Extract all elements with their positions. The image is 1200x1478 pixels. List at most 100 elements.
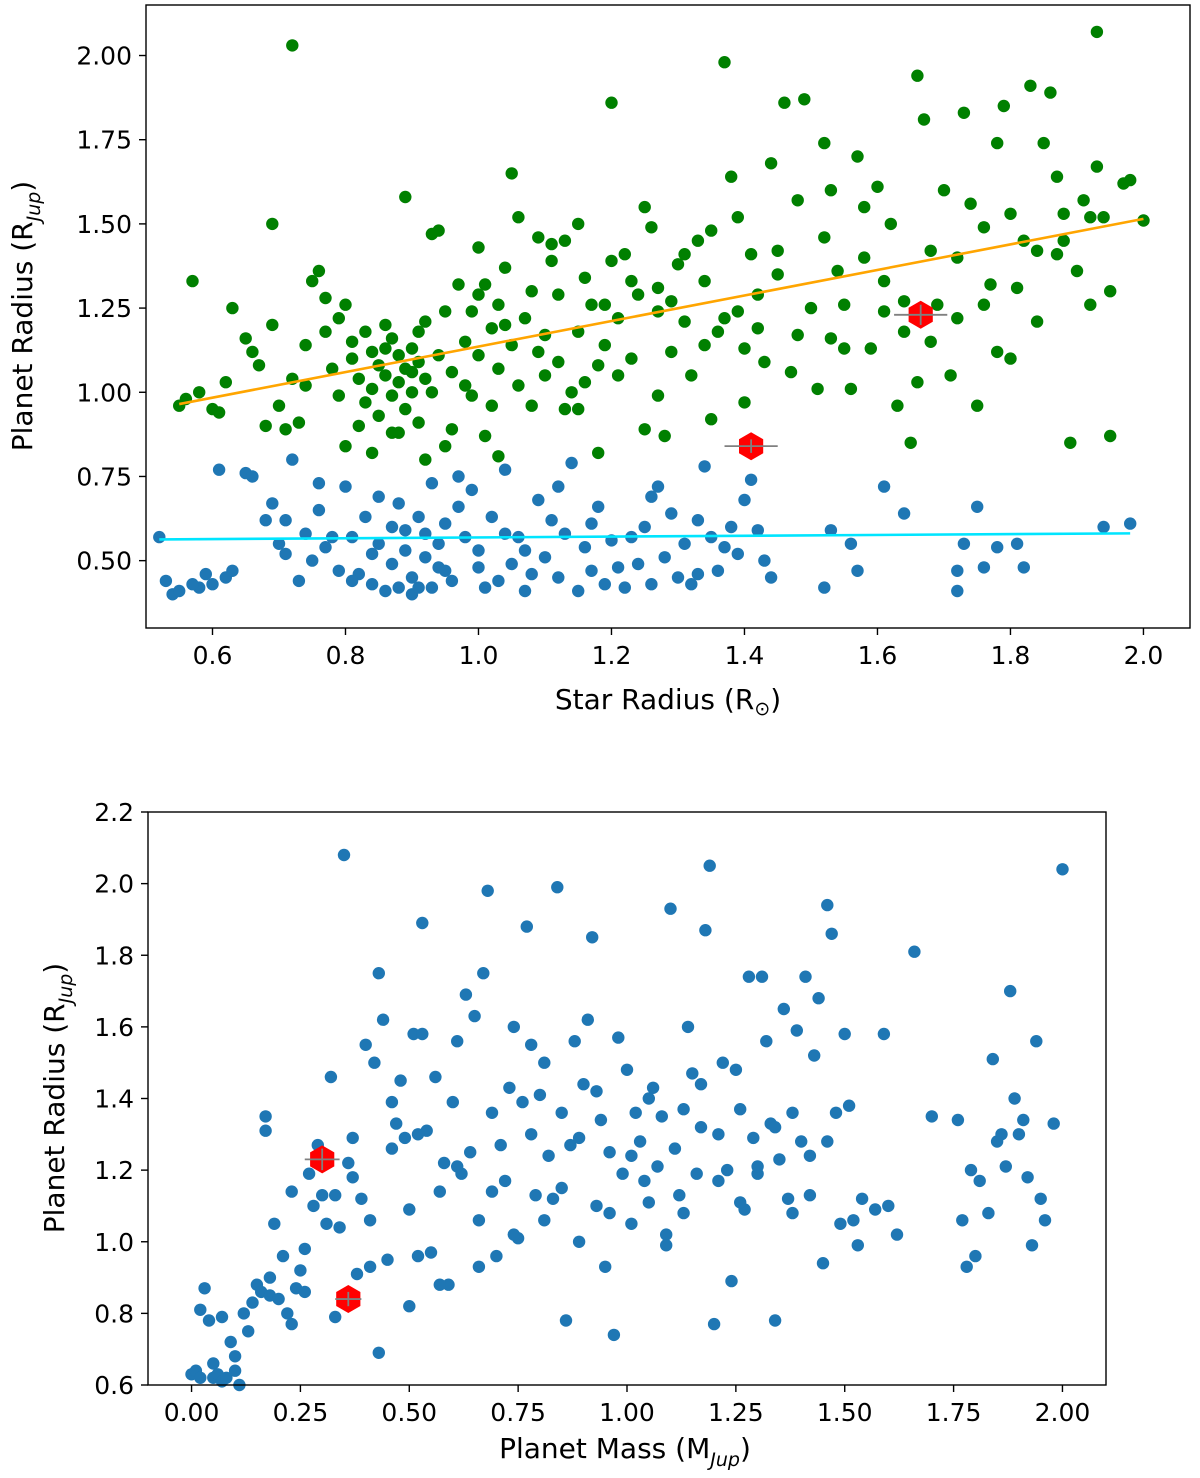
- x-tick-label: 1.25: [708, 1398, 764, 1427]
- data-point: [781, 1192, 795, 1206]
- data-point: [784, 365, 798, 379]
- data-point: [931, 298, 944, 311]
- data-point: [316, 1189, 329, 1202]
- data-point: [944, 369, 957, 382]
- data-point: [532, 345, 545, 359]
- data-point: [764, 571, 778, 584]
- data-point: [1030, 315, 1044, 328]
- data-point: [477, 967, 490, 980]
- data-point: [847, 1214, 860, 1227]
- chart2-data-layer: [185, 848, 1069, 1392]
- y-tick-label: 2.2: [94, 798, 134, 827]
- data-point: [372, 409, 385, 422]
- data-point: [478, 429, 492, 443]
- data-point: [572, 1235, 586, 1249]
- data-point: [937, 184, 951, 197]
- data-point: [877, 274, 891, 288]
- data-point: [1056, 863, 1069, 876]
- data-point: [698, 460, 711, 473]
- data-point: [399, 544, 412, 557]
- data-point: [812, 992, 825, 1005]
- data-point: [533, 1088, 547, 1102]
- data-point: [219, 376, 232, 389]
- data-point: [568, 1035, 581, 1048]
- data-point: [951, 564, 964, 577]
- data-point: [572, 402, 585, 416]
- data-point: [658, 429, 671, 443]
- data-point: [302, 1167, 316, 1180]
- data-point: [1008, 1092, 1021, 1105]
- data-point: [718, 312, 731, 325]
- data-point: [585, 517, 598, 530]
- data-point: [226, 301, 239, 315]
- data-point: [1012, 1128, 1026, 1141]
- data-point: [705, 224, 718, 237]
- data-point: [558, 402, 572, 416]
- data-point: [818, 231, 831, 244]
- data-point: [925, 1110, 938, 1123]
- data-point: [734, 1103, 747, 1116]
- data-point: [758, 355, 771, 369]
- data-point: [877, 1027, 891, 1041]
- data-point: [638, 1174, 651, 1188]
- data-point: [590, 1199, 603, 1213]
- data-point: [603, 1206, 616, 1220]
- data-point: [412, 325, 425, 338]
- data-point: [834, 1217, 847, 1231]
- data-point: [518, 584, 532, 598]
- data-point: [618, 248, 631, 261]
- data-point: [279, 547, 292, 561]
- data-point: [803, 1189, 817, 1202]
- data-point: [957, 106, 971, 120]
- data-point: [578, 376, 592, 389]
- data-point: [665, 345, 678, 359]
- data-point: [520, 920, 533, 933]
- data-point: [478, 581, 492, 594]
- data-point: [969, 1249, 982, 1263]
- data-point: [731, 305, 744, 318]
- data-point: [698, 274, 711, 288]
- data-point: [751, 524, 764, 537]
- data-point: [645, 490, 658, 503]
- data-point: [638, 520, 651, 534]
- data-point: [572, 584, 585, 598]
- x-tick-label: 1.4: [725, 641, 765, 670]
- data-point: [242, 1325, 255, 1338]
- data-point: [890, 1228, 904, 1241]
- data-point: [1004, 207, 1017, 220]
- data-point: [306, 554, 319, 567]
- data-point: [198, 1282, 211, 1295]
- data-point: [237, 1307, 250, 1320]
- data-point: [432, 537, 445, 550]
- data-point: [220, 1371, 233, 1385]
- data-point: [312, 264, 326, 278]
- data-point: [472, 544, 485, 557]
- data-point: [492, 362, 505, 375]
- data-point: [598, 298, 611, 311]
- data-point: [224, 1335, 237, 1349]
- data-point: [419, 551, 432, 564]
- data-point: [991, 136, 1004, 150]
- data-point: [977, 561, 991, 574]
- data-point: [778, 96, 791, 109]
- data-point: [379, 369, 392, 382]
- x-tick-label: 1.2: [592, 641, 632, 670]
- data-point: [642, 1196, 655, 1209]
- x-tick-label: 0.00: [164, 1398, 220, 1427]
- data-point: [505, 167, 518, 180]
- data-point: [276, 1249, 290, 1263]
- data-point: [525, 567, 538, 581]
- data-point: [390, 1117, 403, 1130]
- data-point: [638, 200, 651, 214]
- data-point: [412, 581, 425, 594]
- data-point: [442, 1278, 455, 1291]
- data-point: [485, 510, 498, 524]
- data-point: [419, 453, 432, 466]
- data-point: [292, 416, 306, 429]
- data-point: [552, 355, 565, 369]
- data-point: [699, 924, 712, 937]
- data-point: [908, 945, 921, 958]
- data-point: [472, 1260, 486, 1274]
- data-point: [507, 1228, 520, 1241]
